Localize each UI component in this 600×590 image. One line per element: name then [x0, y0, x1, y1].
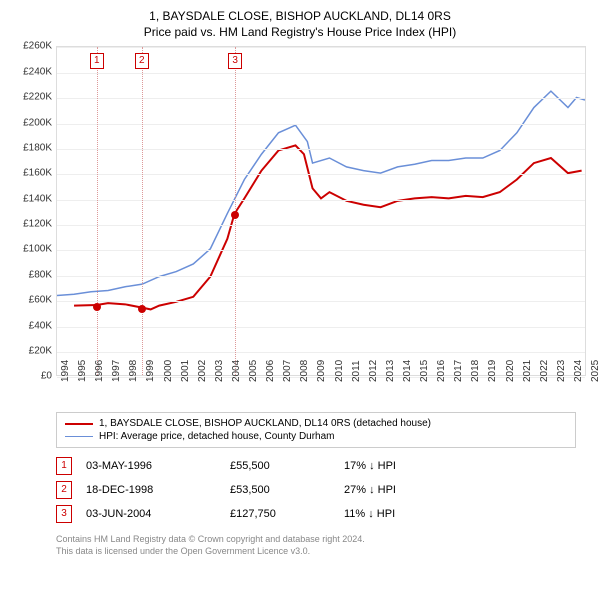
gridline-h: [57, 124, 585, 125]
sale-row: 2 18-DEC-1998 £53,500 27% ↓ HPI: [56, 478, 590, 502]
footer-attribution: Contains HM Land Registry data © Crown c…: [56, 534, 590, 557]
y-tick-label: £100K: [10, 244, 52, 255]
chart-container: 1, BAYSDALE CLOSE, BISHOP AUCKLAND, DL14…: [0, 0, 600, 590]
sale-pct: 11% ↓ HPI: [344, 508, 464, 520]
y-tick-label: £160K: [10, 168, 52, 179]
marker-dot: [231, 211, 239, 219]
sale-row: 1 03-MAY-1996 £55,500 17% ↓ HPI: [56, 454, 590, 478]
y-tick-label: £220K: [10, 92, 52, 103]
plot-area: 1 2 3: [56, 46, 586, 376]
gridline-h: [57, 225, 585, 226]
gridline-h: [57, 352, 585, 353]
sale-price: £127,750: [230, 508, 330, 520]
y-tick-label: £180K: [10, 142, 52, 153]
gridline-h: [57, 250, 585, 251]
legend-label: HPI: Average price, detached house, Coun…: [99, 431, 335, 442]
sale-price: £53,500: [230, 484, 330, 496]
y-tick-label: £260K: [10, 41, 52, 52]
sale-price: £55,500: [230, 460, 330, 472]
sale-pct: 17% ↓ HPI: [344, 460, 464, 472]
footer-line2: This data is licensed under the Open Gov…: [56, 546, 590, 558]
marker-line: [142, 47, 143, 375]
gridline-h: [57, 73, 585, 74]
title-line1: 1, BAYSDALE CLOSE, BISHOP AUCKLAND, DL14…: [10, 8, 590, 24]
y-tick-label: £240K: [10, 66, 52, 77]
series-hpi: [57, 92, 585, 296]
y-tick-label: £80K: [10, 269, 52, 280]
x-tick-label: 2025: [590, 360, 600, 382]
legend-label: 1, BAYSDALE CLOSE, BISHOP AUCKLAND, DL14…: [99, 418, 431, 429]
title-line2: Price paid vs. HM Land Registry's House …: [10, 24, 590, 40]
marker-box: 3: [228, 53, 242, 69]
marker-dot: [138, 305, 146, 313]
chart-area: £0 £20K £40K £60K £80K £100K £120K £140K £160K £1…: [10, 46, 590, 406]
marker-dot: [93, 303, 101, 311]
legend: 1, BAYSDALE CLOSE, BISHOP AUCKLAND, DL14…: [56, 412, 576, 448]
gridline-h: [57, 276, 585, 277]
gridline-h: [57, 327, 585, 328]
y-tick-label: £20K: [10, 345, 52, 356]
y-tick-label: £140K: [10, 193, 52, 204]
marker-box: 1: [90, 53, 104, 69]
gridline-h: [57, 301, 585, 302]
legend-item: 1, BAYSDALE CLOSE, BISHOP AUCKLAND, DL14…: [65, 417, 567, 430]
sale-marker-box: 2: [56, 481, 72, 499]
gridline-h: [57, 200, 585, 201]
sale-row: 3 03-JUN-2004 £127,750 11% ↓ HPI: [56, 502, 590, 526]
gridline-h: [57, 47, 585, 48]
sales-table: 1 03-MAY-1996 £55,500 17% ↓ HPI 2 18-DEC-1998…: [56, 454, 590, 526]
y-tick-label: £60K: [10, 295, 52, 306]
gridline-h: [57, 174, 585, 175]
marker-box: 2: [135, 53, 149, 69]
legend-item: HPI: Average price, detached house, Coun…: [65, 430, 567, 443]
sale-pct: 27% ↓ HPI: [344, 484, 464, 496]
series-price_paid: [74, 146, 582, 310]
y-tick-label: £0: [10, 371, 52, 382]
gridline-h: [57, 149, 585, 150]
sale-date: 03-MAY-1996: [86, 460, 216, 472]
chart-title: 1, BAYSDALE CLOSE, BISHOP AUCKLAND, DL14…: [10, 8, 590, 40]
sale-marker-box: 3: [56, 505, 72, 523]
marker-line: [97, 47, 98, 375]
sale-date: 18-DEC-1998: [86, 484, 216, 496]
sale-date: 03-JUN-2004: [86, 508, 216, 520]
y-tick-label: £200K: [10, 117, 52, 128]
sale-marker-box: 1: [56, 457, 72, 475]
y-tick-label: £40K: [10, 320, 52, 331]
legend-swatch: [65, 436, 93, 437]
footer-line1: Contains HM Land Registry data © Crown c…: [56, 534, 590, 546]
y-tick-label: £120K: [10, 219, 52, 230]
legend-swatch: [65, 423, 93, 425]
gridline-h: [57, 98, 585, 99]
